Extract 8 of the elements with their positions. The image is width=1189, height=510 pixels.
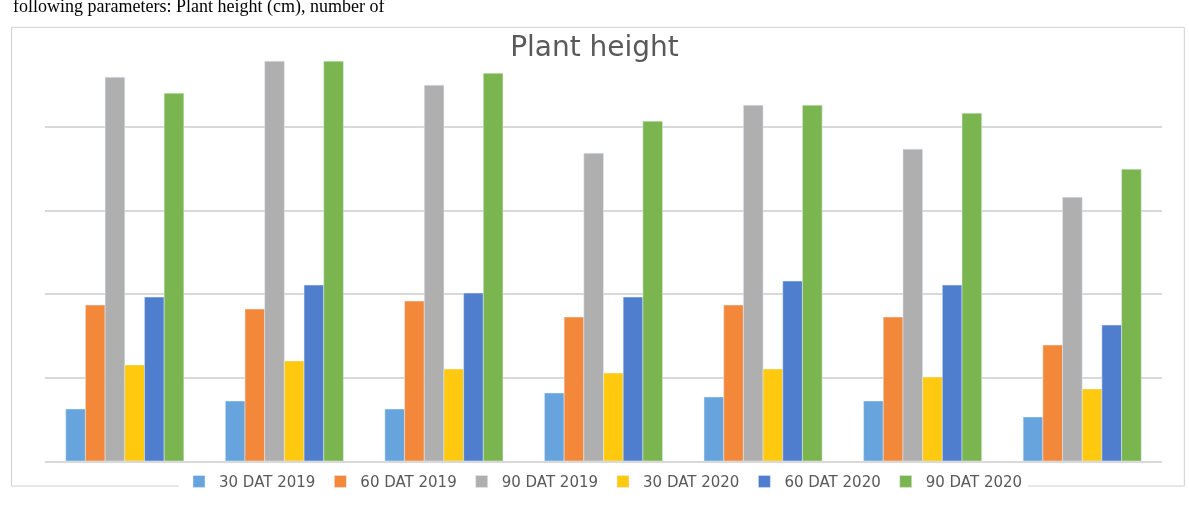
legend-label: 60 DAT 2020 xyxy=(784,473,881,492)
legend-label: 90 DAT 2020 xyxy=(925,473,1023,492)
legend-label: 60 DAT 2019 xyxy=(360,473,457,492)
legend-label: 30 DAT 2020 xyxy=(643,473,740,492)
legend-label: 30 DAT 2019 xyxy=(219,473,316,492)
text: following parameters: Plant height (cm), number of xyxy=(13,0,385,17)
chart-title: Plant height xyxy=(510,29,679,63)
legend-label: 90 DAT 2019 xyxy=(501,473,599,492)
